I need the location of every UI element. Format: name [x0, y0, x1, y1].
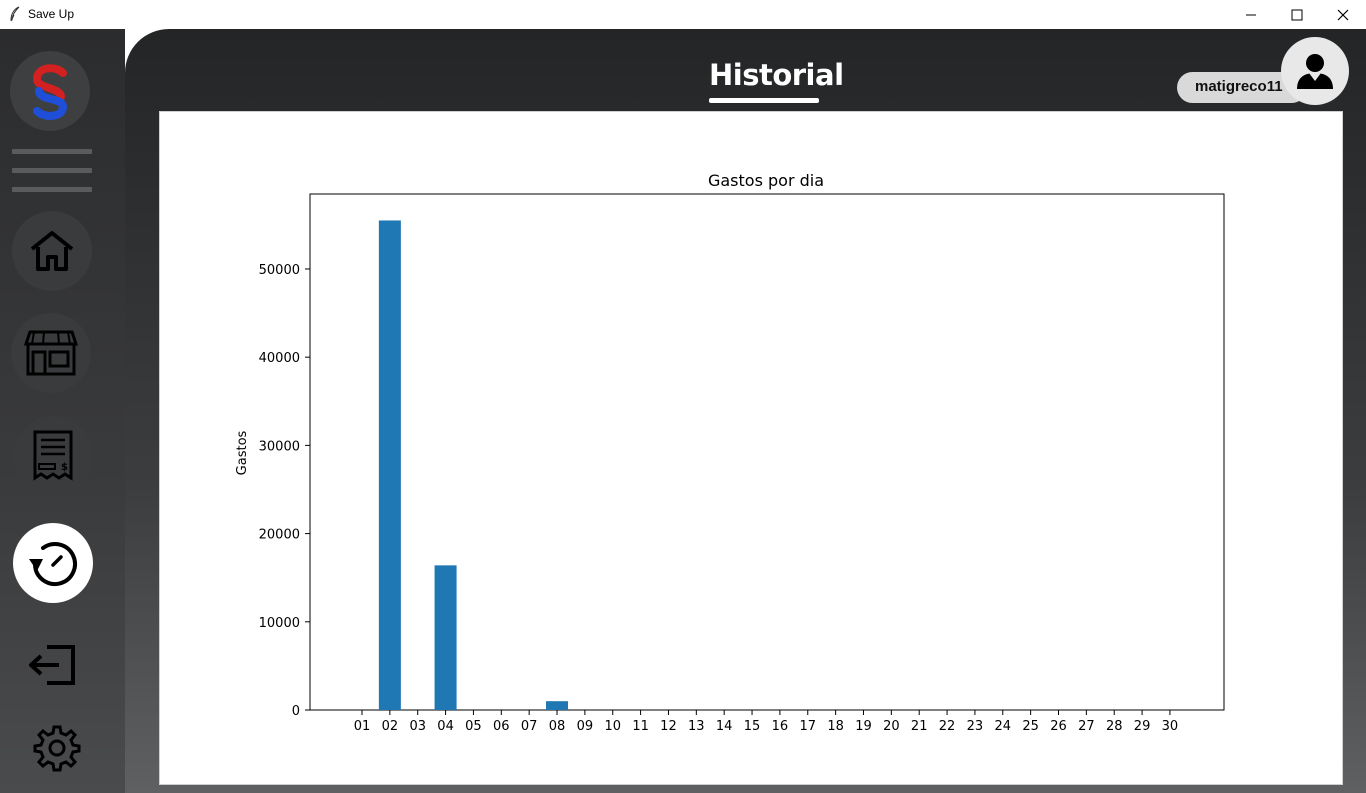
hamburger-menu[interactable]	[12, 149, 92, 197]
x-tick-label: 04	[437, 719, 454, 734]
user-icon	[1297, 54, 1333, 89]
x-tick-label: 08	[549, 719, 566, 734]
x-tick-label: 20	[883, 719, 900, 734]
minimize-icon	[1246, 14, 1256, 15]
x-tick-label: 30	[1162, 719, 1179, 734]
receipt-icon: $	[33, 430, 73, 481]
spending-bar-chart: Gastos por dia Gastos 0 10000 20000 30000 40…	[235, 171, 1225, 734]
plot-area	[309, 193, 1225, 711]
x-tick-label: 23	[967, 719, 984, 734]
settings-button[interactable]	[32, 723, 82, 773]
x-tick-label: 03	[409, 719, 426, 734]
hamburger-line	[12, 187, 92, 192]
x-tick-label: 27	[1078, 719, 1095, 734]
hamburger-line	[12, 168, 92, 173]
x-tick-label: 05	[465, 719, 482, 734]
page-title-underline	[709, 98, 819, 103]
x-tick-label: 02	[382, 719, 399, 734]
x-tick-label: 13	[688, 719, 705, 734]
y-tick-label: 10000	[259, 616, 300, 631]
x-tick-label: 09	[577, 719, 594, 734]
hamburger-line	[12, 149, 92, 154]
logout-icon	[29, 645, 75, 685]
window-title: Save Up	[28, 7, 75, 21]
x-tick-label: 10	[604, 719, 621, 734]
chart-title: Gastos por dia	[708, 171, 824, 190]
x-tick-label: 25	[1022, 719, 1039, 734]
maximize-button[interactable]	[1274, 0, 1320, 29]
y-axis-label: Gastos	[235, 430, 250, 475]
gear-icon	[33, 725, 81, 772]
x-tick-label: 16	[772, 719, 789, 734]
sidebar-item-bills[interactable]: $	[13, 416, 93, 496]
feather-icon	[10, 6, 20, 22]
store-icon	[24, 330, 78, 376]
minimize-button[interactable]	[1228, 0, 1274, 29]
x-tick-label: 12	[660, 719, 677, 734]
home-icon	[30, 231, 74, 271]
x-tick-label: 24	[995, 719, 1012, 734]
y-tick-label: 30000	[259, 439, 300, 454]
x-tick-label: 18	[827, 719, 844, 734]
sidebar-item-store[interactable]	[11, 313, 91, 393]
y-tick-label: 0	[292, 704, 300, 719]
chart-panel: Gastos por dia Gastos 0 10000 20000 30000 40…	[159, 111, 1343, 785]
window-titlebar: Save Up	[0, 0, 1366, 29]
x-tick-label: 29	[1134, 719, 1151, 734]
x-tick-label: 19	[855, 719, 872, 734]
x-tick-label: 01	[354, 719, 371, 734]
x-tick-label: 26	[1050, 719, 1067, 734]
close-button[interactable]	[1320, 0, 1366, 29]
x-tick-label: 11	[632, 719, 649, 734]
svg-text:$: $	[61, 462, 68, 473]
y-tick-label: 20000	[259, 528, 300, 543]
sidebar-item-history[interactable]	[13, 523, 93, 603]
sidebar-item-home[interactable]	[12, 211, 92, 291]
x-tick-label: 28	[1106, 719, 1123, 734]
sidebar: $	[0, 29, 125, 793]
save-up-logo[interactable]	[10, 51, 90, 131]
bar-day-08	[546, 701, 569, 710]
bar-day-02	[378, 220, 401, 710]
username-label: matigreco11	[1195, 78, 1283, 95]
x-tick-label: 15	[744, 719, 761, 734]
y-tick-label: 40000	[259, 351, 300, 366]
x-tick-label: 22	[939, 719, 956, 734]
x-tick-label: 17	[799, 719, 816, 734]
user-avatar[interactable]	[1281, 37, 1349, 105]
logo-icon	[32, 64, 68, 120]
x-tick-label: 21	[911, 719, 928, 734]
x-tick-label: 06	[493, 719, 510, 734]
x-tick-label: 14	[716, 719, 733, 734]
y-tick-label: 50000	[259, 263, 300, 278]
maximize-icon	[1291, 9, 1303, 20]
close-icon	[1337, 9, 1349, 20]
page-title: Historial	[709, 58, 844, 92]
x-tick-label: 07	[521, 719, 538, 734]
logout-button[interactable]	[24, 641, 80, 689]
bar-day-04	[434, 565, 457, 710]
history-icon	[29, 542, 77, 586]
